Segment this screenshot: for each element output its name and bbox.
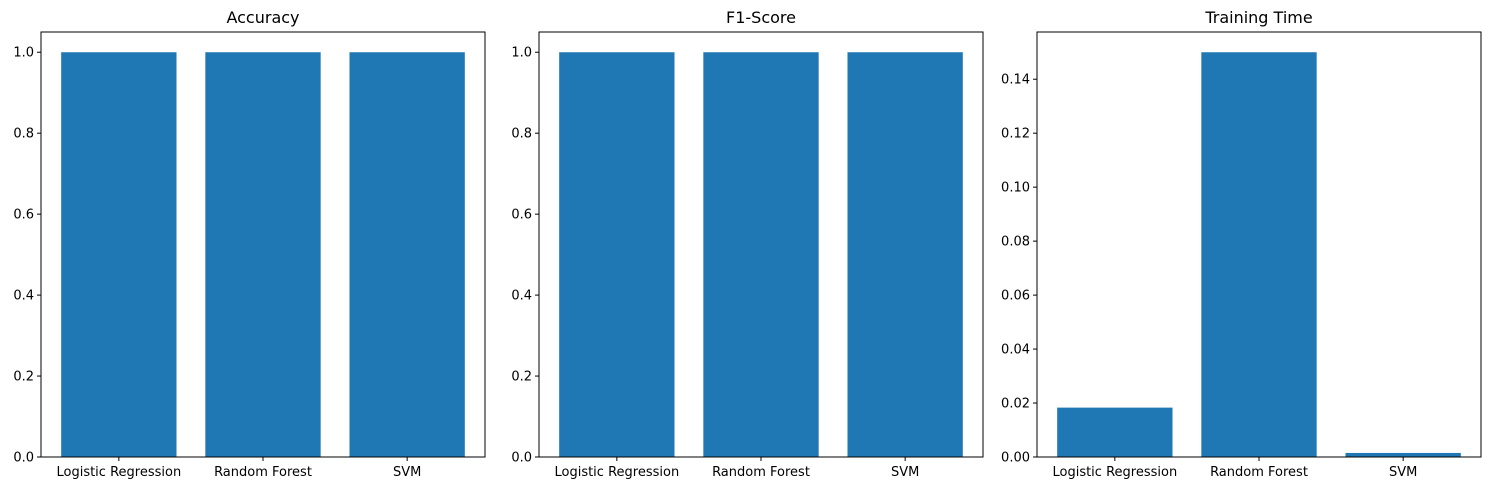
bar-random-forest [703,52,819,458]
f1-score-chart: 0.0 0.2 0.4 0.6 0.8 1.0 Logistic Regression Ran… [511,8,984,480]
x-tick-label: Random Forest [214,465,312,480]
y-tick-label: 0.00 [1001,451,1030,466]
y-tick-label: 0.10 [1001,181,1030,196]
bar-logistic-regression [1057,407,1173,457]
y-tick-label: 0.0 [13,451,34,466]
bar-svm [1345,452,1461,457]
x-tick-label: SVM [891,465,919,480]
y-tick-label: 0.06 [1001,289,1030,304]
bar-logistic-regression [61,52,177,458]
training-time-chart: 0.00 0.02 0.04 0.06 0.08 0.10 0.12 0.14 Logistic… [1001,8,1482,480]
bar-logistic-regression [559,52,675,458]
x-tick-label: Logistic Regression [1052,465,1177,480]
y-tick-label: 0.08 [1001,235,1030,250]
bar-svm [349,52,465,458]
y-tick-label: 0.0 [511,451,532,466]
chart-title: Training Time [1204,8,1312,27]
x-tick-label: Logistic Regression [56,465,181,480]
x-tick-label: SVM [1389,465,1417,480]
x-tick-label: Random Forest [712,465,810,480]
y-tick-label: 0.12 [1001,127,1030,142]
y-tick-label: 0.4 [13,289,34,304]
x-tick-label: SVM [393,465,421,480]
y-tick-label: 0.04 [1001,343,1030,358]
y-tick-label: 1.0 [511,46,532,61]
chart-title: F1-Score [726,8,796,27]
y-tick-label: 0.2 [511,370,532,385]
bar-svm [847,52,963,458]
y-tick-label: 0.8 [511,127,532,142]
y-tick-label: 0.14 [1001,73,1030,88]
y-tick-label: 1.0 [13,46,34,61]
bar-random-forest [205,52,321,458]
y-tick-label: 0.4 [511,289,532,304]
y-tick-label: 0.6 [511,208,532,223]
chart-title: Accuracy [226,8,299,27]
y-tick-label: 0.6 [13,208,34,223]
accuracy-chart: 0.0 0.2 0.4 0.6 0.8 1.0 Logistic Regression Ran… [13,8,486,480]
y-tick-label: 0.2 [13,370,34,385]
x-tick-label: Logistic Regression [554,465,679,480]
x-tick-label: Random Forest [1210,465,1308,480]
y-tick-label: 0.02 [1001,397,1030,412]
bar-random-forest [1201,52,1317,458]
y-tick-label: 0.8 [13,127,34,142]
